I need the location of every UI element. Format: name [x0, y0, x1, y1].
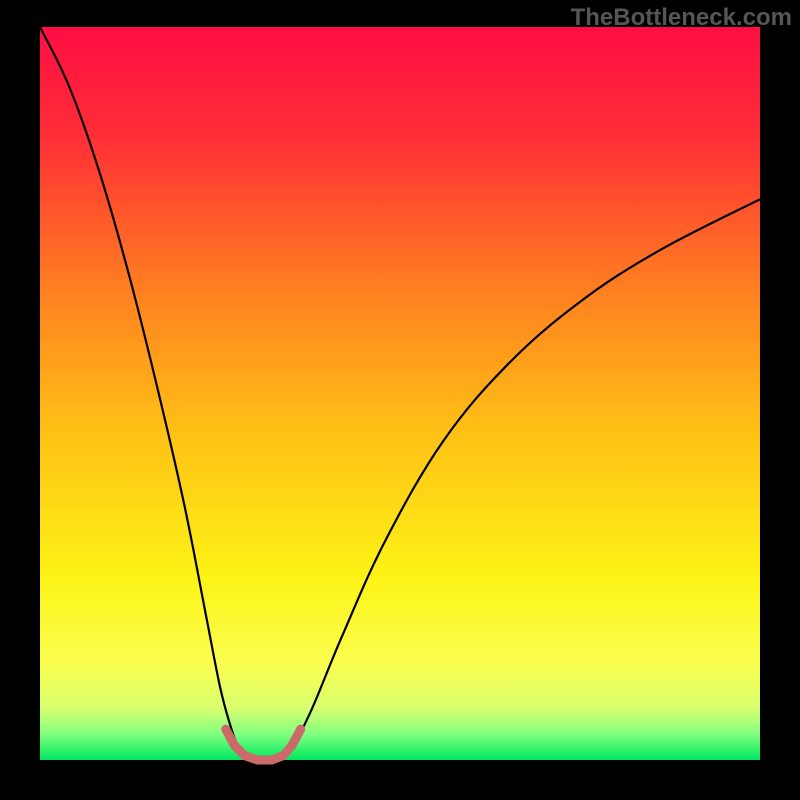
trough-marker-dot: [296, 725, 305, 734]
chart-svg: [0, 0, 800, 800]
chart-canvas: TheBottleneck.com: [0, 0, 800, 800]
watermark-text: TheBottleneck.com: [571, 4, 792, 32]
trough-marker-dot: [221, 725, 230, 734]
gradient-background: [40, 27, 760, 760]
